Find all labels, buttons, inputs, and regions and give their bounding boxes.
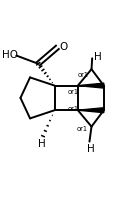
Polygon shape: [78, 108, 104, 113]
Text: or1: or1: [68, 89, 79, 95]
Text: O: O: [59, 42, 68, 52]
Text: HO: HO: [2, 50, 18, 60]
Text: or1: or1: [68, 106, 79, 112]
Text: H: H: [38, 139, 46, 149]
Text: or1: or1: [76, 126, 88, 132]
Polygon shape: [78, 83, 104, 88]
Text: H: H: [94, 52, 102, 62]
Text: H: H: [87, 144, 95, 154]
Text: or1: or1: [77, 72, 88, 78]
